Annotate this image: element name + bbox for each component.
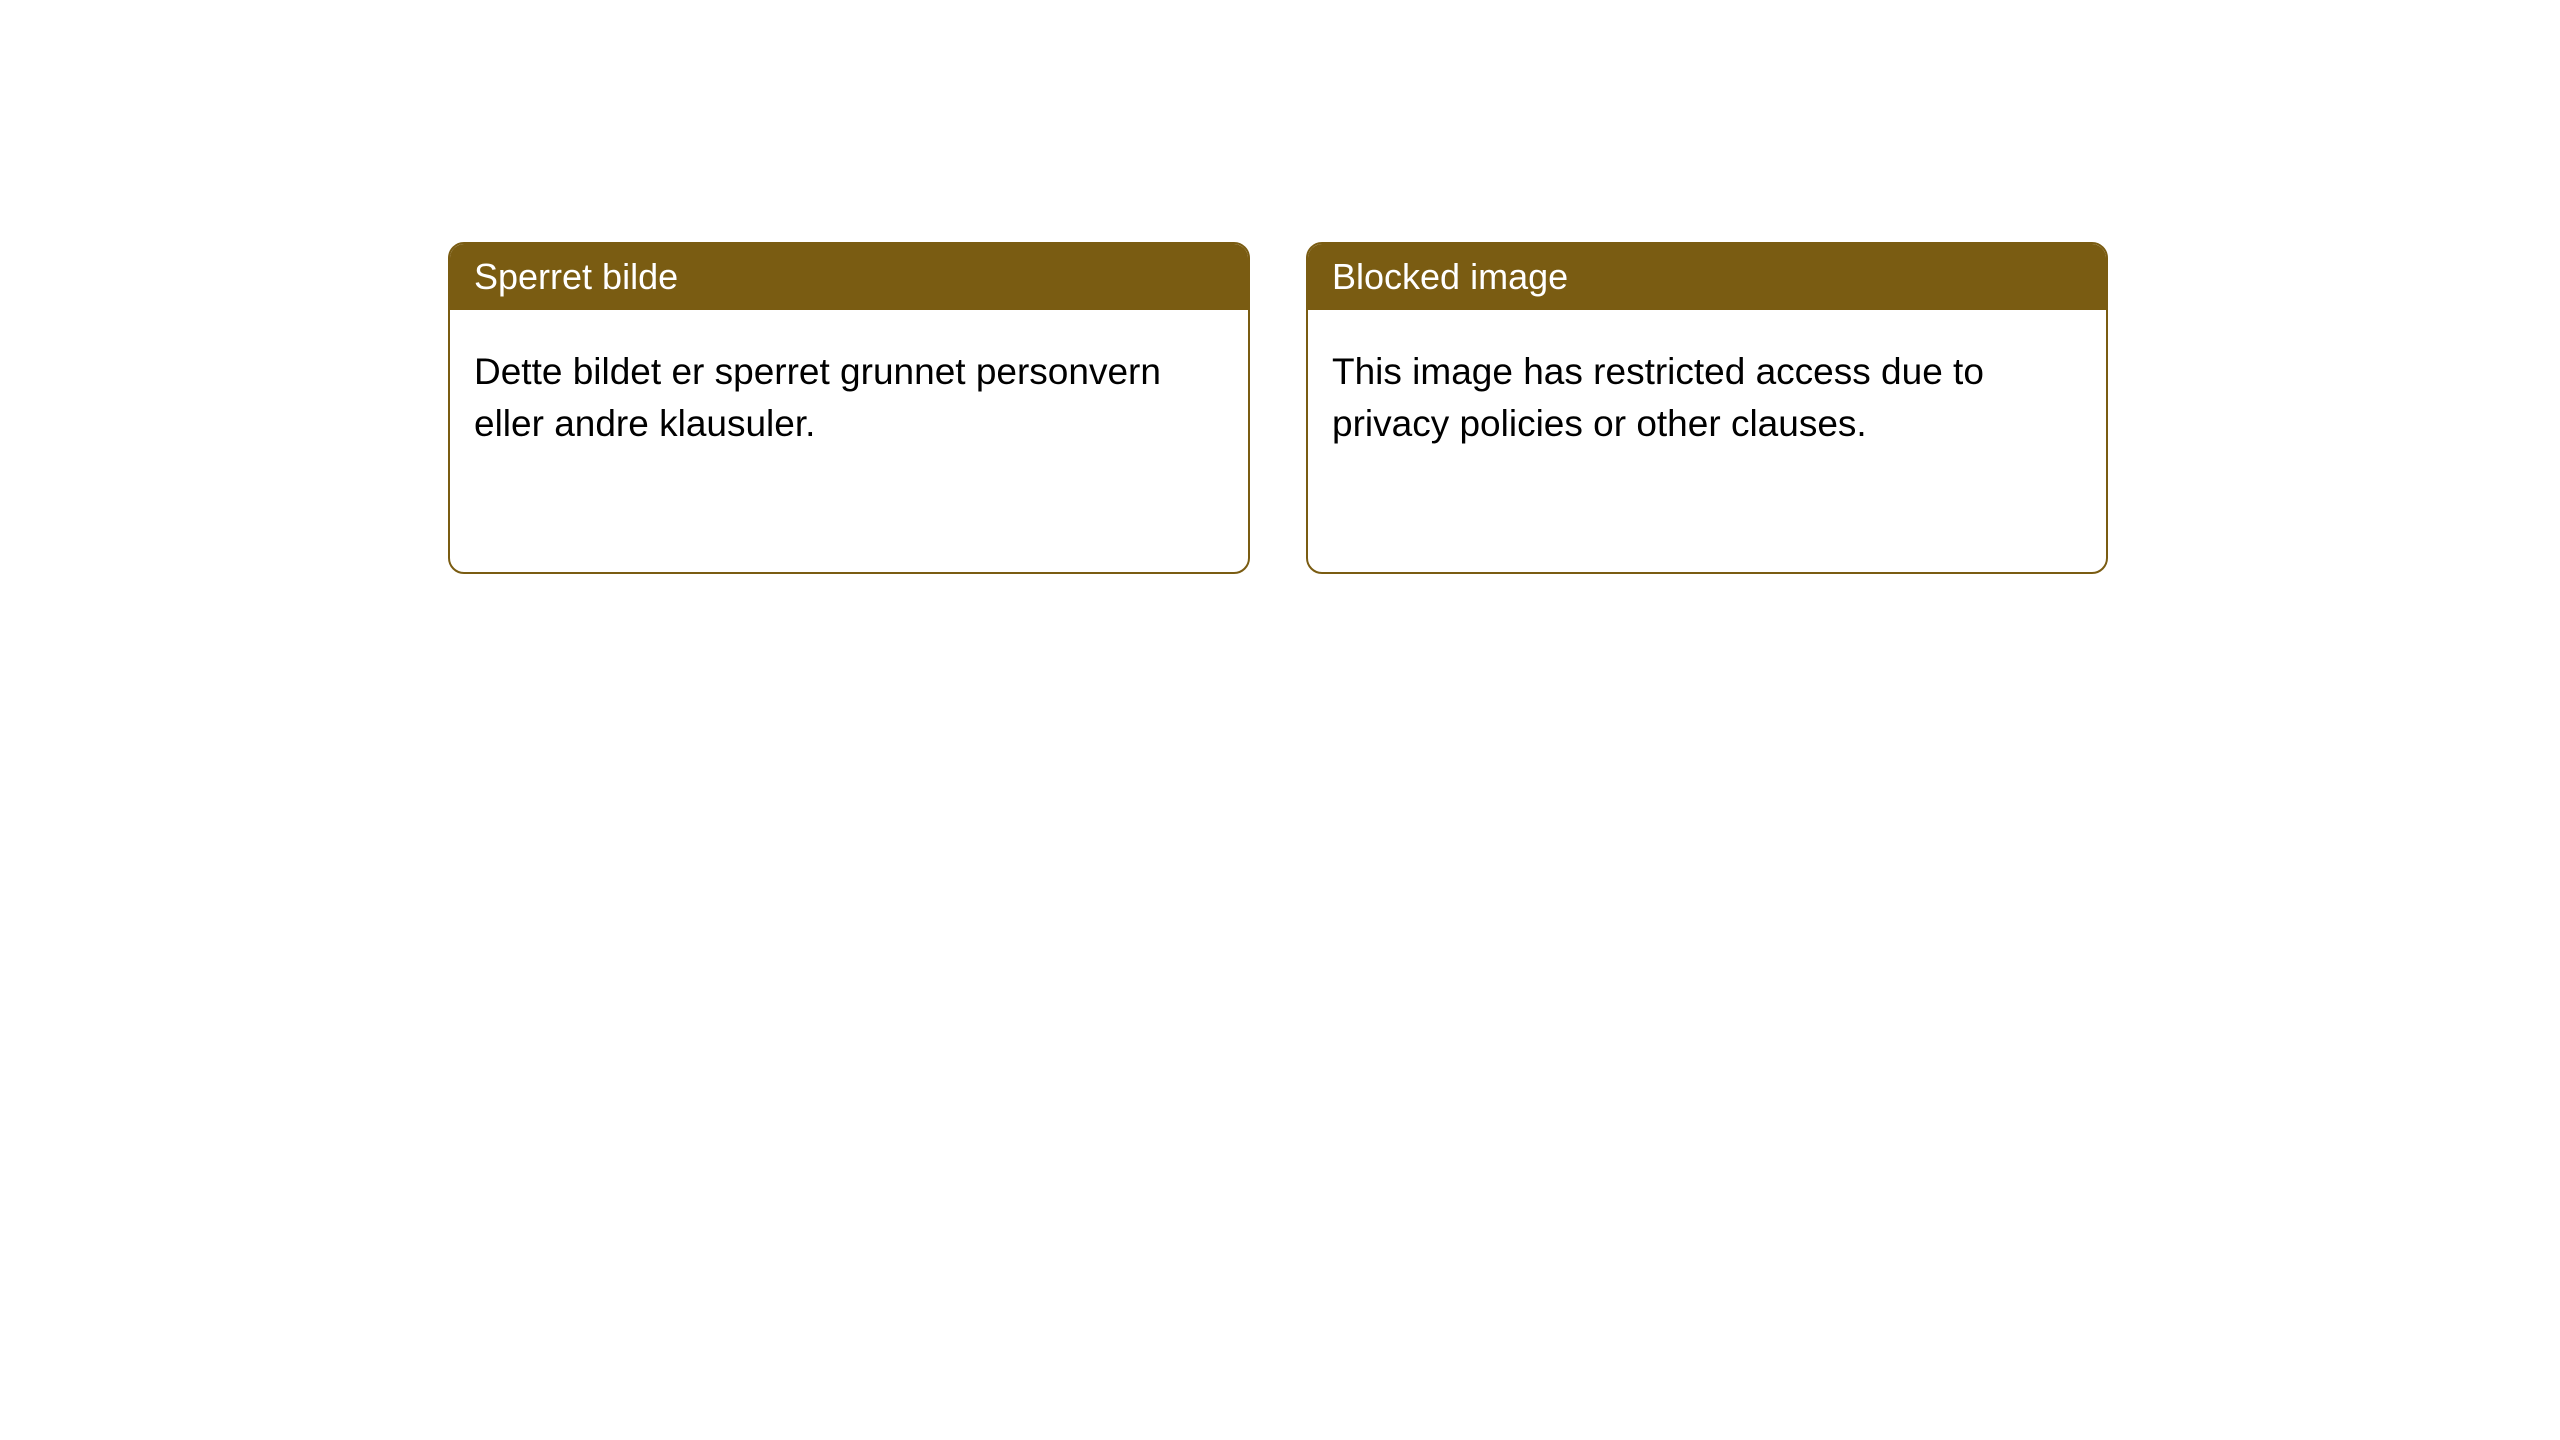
info-card-norwegian: Sperret bilde Dette bildet er sperret gr… — [448, 242, 1250, 574]
cards-container: Sperret bilde Dette bildet er sperret gr… — [448, 242, 2108, 574]
card-body-text: This image has restricted access due to … — [1332, 351, 1984, 444]
card-title: Sperret bilde — [474, 256, 678, 297]
info-card-english: Blocked image This image has restricted … — [1306, 242, 2108, 574]
card-body: This image has restricted access due to … — [1308, 310, 2106, 486]
card-body-text: Dette bildet er sperret grunnet personve… — [474, 351, 1161, 444]
card-title: Blocked image — [1332, 256, 1568, 297]
card-body: Dette bildet er sperret grunnet personve… — [450, 310, 1248, 486]
card-header: Blocked image — [1308, 244, 2106, 310]
card-header: Sperret bilde — [450, 244, 1248, 310]
